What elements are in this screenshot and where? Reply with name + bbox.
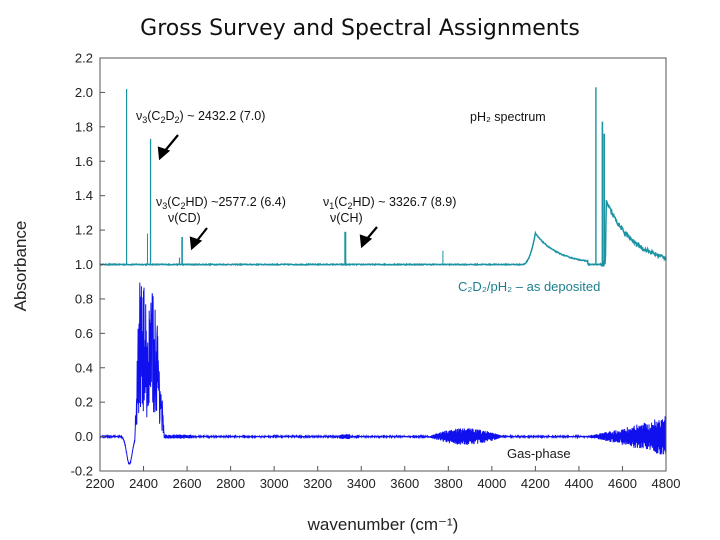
x-tick-label: 4400	[564, 476, 593, 491]
as-deposited-peak	[178, 257, 181, 265]
hd: HD) ~	[352, 195, 388, 209]
axis-ticks: 2200 2400 2600 2800 3000 3200 3400 3600 3800 4000…	[71, 51, 681, 492]
annotation-v-cd: ν(CD)	[168, 211, 201, 225]
species: (C	[334, 195, 347, 209]
as-deposited-peak	[601, 121, 604, 265]
annotation-v3-c2d2-value: 2432.2 (7.0)	[198, 109, 265, 123]
annotation-ph2-spectrum: pH₂ spectrum	[470, 110, 546, 124]
as-deposited-peak	[181, 237, 183, 265]
y-tick-label: 0.6	[75, 326, 93, 341]
y-tick-label: 1.4	[75, 188, 93, 203]
y-tick-label: 0.2	[75, 395, 93, 410]
nu: ν	[323, 195, 329, 209]
as-deposited-peak	[603, 133, 605, 265]
y-tick-label: -0.2	[71, 464, 93, 479]
x-tick-label: 3200	[303, 476, 332, 491]
y-tick-label: 0.4	[75, 360, 93, 375]
sub: 3	[142, 115, 147, 125]
y-axis-label: Absorbance	[11, 221, 30, 312]
annotation-gas-phase: Gas-phase	[507, 446, 571, 461]
annotation-v3-c2d2: ν3(C2D2) ~ 2432.2 (7.0)	[136, 109, 265, 125]
annotation-v1-c2hd: ν1(C2HD) ~ 3326.7 (8.9)	[323, 195, 456, 211]
spectrum-traces	[99, 87, 667, 465]
y-tick-label: 2.0	[75, 85, 93, 100]
x-tick-label: 2600	[173, 476, 202, 491]
annotation-v3-c2d2-symbol: ν	[136, 109, 142, 123]
annotation-v-ch: ν(CH)	[330, 211, 363, 225]
x-tick-label: 4800	[652, 476, 681, 491]
as-deposited-peak	[126, 89, 128, 265]
x-tick-label: 2800	[216, 476, 245, 491]
x-tick-label: 3400	[347, 476, 376, 491]
x-tick-label: 3800	[434, 476, 463, 491]
y-tick-label: 0.0	[75, 429, 93, 444]
sub: 2	[347, 201, 352, 211]
x-tick-label: 3000	[260, 476, 289, 491]
as-deposited-peak	[442, 250, 444, 265]
y-tick-label: 0.8	[75, 291, 93, 306]
x-tick-label: 2400	[129, 476, 158, 491]
as-deposited-peak	[147, 233, 148, 265]
gas-phase-line	[99, 282, 667, 465]
x-tick-label: 4200	[521, 476, 550, 491]
sub: 2	[160, 115, 165, 125]
y-tick-label: 1.6	[75, 154, 93, 169]
x-tick-label: 4600	[608, 476, 637, 491]
arrow-head-v3-c2d2	[157, 146, 171, 161]
y-tick-label: 1.2	[75, 223, 93, 238]
sub: 2	[175, 115, 180, 125]
d: D	[165, 109, 174, 123]
annotation-v1-c2hd-value: 3326.7 (8.9)	[389, 195, 456, 209]
y-tick-label: 1.0	[75, 257, 93, 272]
slide-title: Gross Survey and Spectral Assignments	[140, 16, 580, 41]
as-deposited-peak	[149, 138, 152, 265]
series-gas-phase	[99, 282, 667, 465]
x-tick-label: 2200	[86, 476, 115, 491]
arrow-v3-c2d2	[163, 134, 179, 153]
x-tick-label: 3600	[390, 476, 419, 491]
close: ) ~	[180, 109, 198, 123]
species: (C	[167, 195, 180, 209]
arrow-head-v-ch	[359, 234, 373, 249]
x-axis-label: wavenumber (cm⁻¹)	[307, 515, 459, 534]
nu: ν	[156, 195, 162, 209]
x-tick-label: 4000	[477, 476, 506, 491]
y-tick-label: 1.8	[75, 119, 93, 134]
y-tick-label: 2.2	[75, 51, 93, 66]
sub: 1	[329, 201, 334, 211]
annotation-v3-c2hd: ν3(C2HD) ~2577.2 (6.4)	[156, 195, 286, 211]
as-deposited-peak	[595, 87, 597, 265]
annotation-v3-c2d2-species: (C	[147, 109, 160, 123]
sub: 3	[162, 201, 167, 211]
as-deposited-peak	[344, 231, 347, 265]
annotation-v3-c2hd-value: 2577.2 (6.4)	[218, 195, 285, 209]
as-deposited-line	[99, 200, 667, 267]
arrow-head-v-cd	[189, 236, 203, 251]
sub: 2	[180, 201, 185, 211]
hd: HD) ~	[185, 195, 218, 209]
series-as-deposited	[99, 87, 667, 267]
annotation-as-deposited: C₂D₂/pH₂ – as deposited	[458, 279, 600, 294]
